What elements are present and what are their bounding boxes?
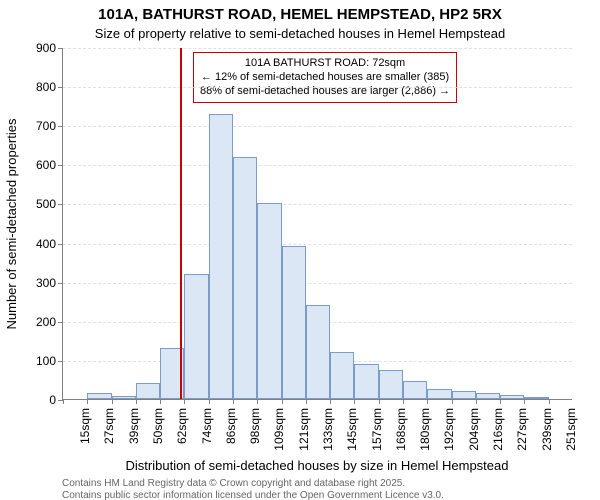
y-tick-mark [58,126,63,127]
x-tick-label: 98sqm [248,408,262,444]
x-tick-mark [403,399,404,404]
x-tick-label: 204sqm [467,408,481,451]
gridline [63,244,572,245]
y-tick-mark [58,204,63,205]
x-tick-mark [136,399,137,404]
y-tick-mark [58,283,63,284]
marker-line [180,48,182,399]
x-tick-mark [330,399,331,404]
x-axis-label: Distribution of semi-detached houses by … [62,458,572,473]
histogram-bar [257,203,281,399]
x-tick-label: 239sqm [540,408,554,451]
y-tick-label: 0 [16,393,56,407]
histogram-bar [476,393,500,399]
y-tick-label: 500 [16,197,56,211]
x-tick-mark [379,399,380,404]
y-tick-label: 800 [16,80,56,94]
chart-title-sub: Size of property relative to semi-detach… [0,26,600,41]
x-tick-mark [524,399,525,404]
gridline [63,48,572,49]
y-tick-label: 700 [16,119,56,133]
plot-area: 101A BATHURST ROAD: 72sqm ← 12% of semi-… [62,48,572,400]
gridline [63,204,572,205]
y-tick-label: 900 [16,41,56,55]
y-tick-label: 100 [16,354,56,368]
histogram-bar [354,364,378,399]
histogram-bar [500,395,524,399]
x-tick-mark [112,399,113,404]
annotation-box: 101A BATHURST ROAD: 72sqm ← 12% of semi-… [193,52,457,103]
x-tick-label: 121sqm [297,408,311,451]
y-tick-mark [58,361,63,362]
x-tick-mark [452,399,453,404]
x-tick-label: 50sqm [151,408,165,444]
x-tick-mark [87,399,88,404]
histogram-bar [184,274,208,399]
gridline [63,87,572,88]
histogram-bar [112,396,136,399]
x-tick-label: 145sqm [345,408,359,451]
x-tick-label: 62sqm [175,408,189,444]
x-tick-mark [549,399,550,404]
property-size-chart: 101A, BATHURST ROAD, HEMEL HEMPSTEAD, HP… [0,0,600,500]
x-tick-label: 39sqm [127,408,141,444]
x-tick-mark [282,399,283,404]
y-tick-label: 200 [16,315,56,329]
x-tick-mark [427,399,428,404]
y-tick-mark [58,322,63,323]
attribution-block: Contains HM Land Registry data © Crown c… [62,478,572,500]
x-tick-label: 133sqm [321,408,335,451]
y-tick-label: 300 [16,276,56,290]
y-tick-mark [58,244,63,245]
y-axis-label: Number of semi-detached properties [4,119,19,330]
histogram-bar [233,157,257,399]
attribution-line1: Contains HM Land Registry data © Crown c… [62,478,572,490]
x-tick-label: 109sqm [272,408,286,451]
histogram-bar [330,352,354,399]
x-tick-mark [63,399,64,404]
x-tick-label: 227sqm [515,408,529,451]
histogram-bar [524,397,548,399]
gridline [63,283,572,284]
x-tick-label: 216sqm [491,408,505,451]
gridline [63,165,572,166]
x-tick-mark [306,399,307,404]
x-tick-mark [209,399,210,404]
y-tick-mark [58,48,63,49]
histogram-bar [209,114,233,400]
histogram-bar [379,370,403,399]
chart-title-main: 101A, BATHURST ROAD, HEMEL HEMPSTEAD, HP… [0,6,600,23]
x-tick-label: 86sqm [224,408,238,444]
x-tick-label: 15sqm [78,408,92,444]
x-tick-label: 27sqm [102,408,116,444]
attribution-line2: Contains public sector information licen… [62,490,572,500]
histogram-bar [306,305,330,399]
x-tick-mark [257,399,258,404]
x-tick-label: 157sqm [370,408,384,451]
histogram-bar [136,383,160,399]
x-tick-label: 74sqm [200,408,214,444]
x-tick-mark [354,399,355,404]
x-tick-mark [184,399,185,404]
x-tick-mark [160,399,161,404]
y-tick-mark [58,165,63,166]
x-tick-label: 251sqm [564,408,578,451]
y-tick-mark [58,87,63,88]
histogram-bar [427,389,451,399]
annotation-line1: 101A BATHURST ROAD: 72sqm [200,57,450,71]
x-tick-mark [233,399,234,404]
x-tick-label: 168sqm [394,408,408,451]
x-tick-mark [476,399,477,404]
annotation-line2: ← 12% of semi-detached houses are smalle… [200,71,450,85]
x-tick-label: 192sqm [442,408,456,451]
x-tick-label: 180sqm [418,408,432,451]
gridline [63,126,572,127]
y-tick-label: 400 [16,237,56,251]
y-tick-label: 600 [16,158,56,172]
histogram-bar [87,393,111,399]
x-tick-mark [500,399,501,404]
histogram-bar [282,246,306,399]
histogram-bar [452,391,476,399]
histogram-bar [403,381,427,399]
